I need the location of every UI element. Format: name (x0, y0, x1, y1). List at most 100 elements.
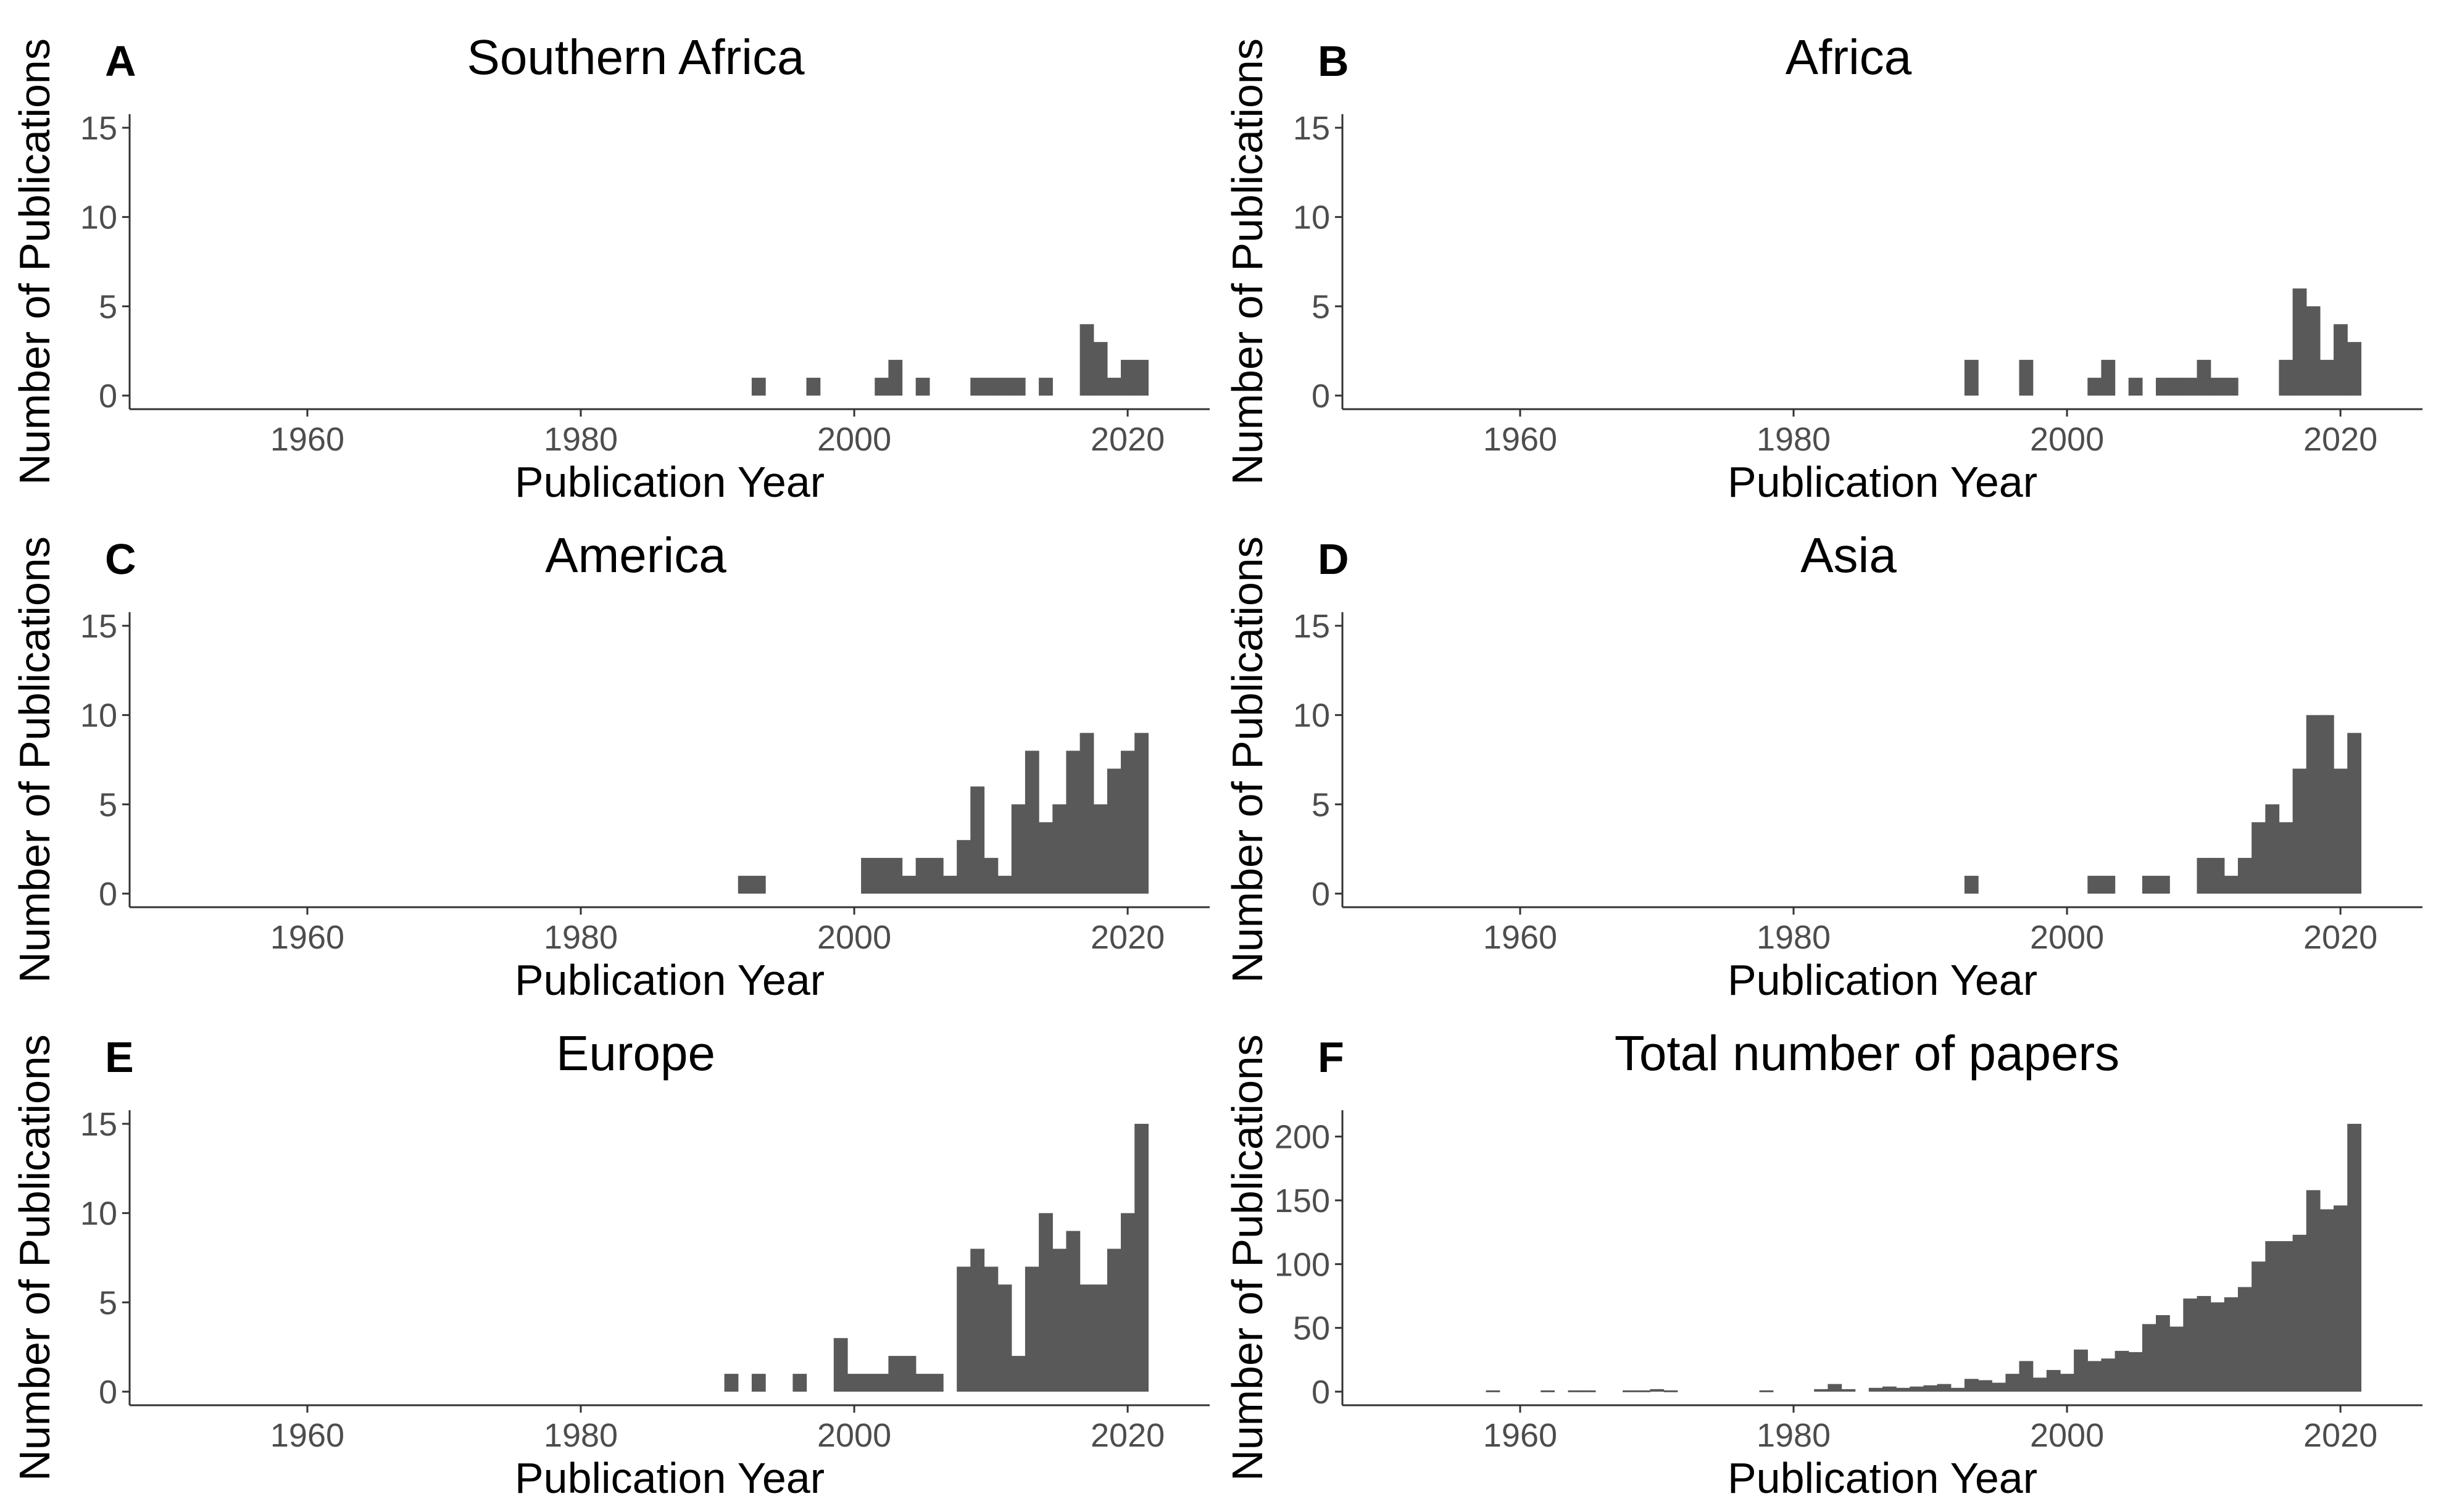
bar-2018 (2306, 715, 2321, 894)
y-tick-label: 0 (99, 876, 117, 913)
y-axis-title: Number of Publications (1223, 536, 1271, 983)
bar-1965 (1581, 1390, 1596, 1392)
x-tick-label: 1960 (270, 421, 344, 458)
bar-2007 (943, 876, 957, 894)
bar-2009 (970, 378, 985, 396)
y-tick-label: 5 (99, 1284, 117, 1321)
x-axis-title: Publication Year (1728, 956, 2037, 1004)
bar-2015 (2265, 1241, 2280, 1392)
bar-2016 (2279, 360, 2293, 396)
bar-1958 (1486, 1390, 1500, 1392)
bar-2020 (2334, 324, 2348, 396)
bar-2008 (2169, 1326, 2184, 1392)
y-tick-label: 10 (1293, 199, 1330, 236)
bar-2006 (2142, 1324, 2156, 1392)
y-axis-title: Number of Publications (10, 536, 59, 983)
bar-2003 (2101, 1358, 2116, 1392)
panel-title: Southern Africa (467, 30, 805, 85)
bar-2005 (915, 858, 930, 894)
y-tick-label: 150 (1275, 1182, 1330, 1219)
bar-2004 (2115, 1350, 2129, 1392)
bar-2009 (970, 786, 985, 894)
x-tick-label: 2020 (1091, 421, 1165, 458)
bar-2019 (2319, 715, 2334, 894)
bar-2011 (2210, 1302, 2225, 1392)
bar-2009 (2183, 1298, 2198, 1392)
bar-2020 (2334, 768, 2348, 894)
bar-2003 (888, 858, 903, 894)
bar-2020 (1121, 1213, 1135, 1392)
bar-2016 (1066, 750, 1081, 894)
bar-1984 (1841, 1389, 1856, 1392)
bar-2015 (1052, 1248, 1067, 1392)
bar-2003 (2101, 360, 2116, 396)
bar-2017 (1079, 324, 1094, 396)
bar-1982 (1814, 1389, 1828, 1392)
panel-f: F Total number of papers 0 50 100 150 200 1960 1… (1223, 1026, 2422, 1502)
bar-2007 (2156, 378, 2170, 396)
bar-1997 (806, 378, 821, 396)
panel-title: Europe (556, 1026, 715, 1081)
bar-1993 (1964, 876, 1979, 894)
bar-2005 (915, 1374, 930, 1392)
x-tick-label: 2000 (2030, 919, 2104, 956)
x-tick-label: 1960 (1483, 919, 1557, 956)
y-tick-label: 5 (99, 786, 117, 823)
bar-1983 (1828, 1384, 1842, 1392)
bar-2019 (1107, 378, 1121, 396)
bar-2014 (1039, 378, 1053, 396)
y-tick-label: 15 (80, 1106, 117, 1143)
panel-title: Asia (1800, 528, 1897, 583)
bar-1994 (1978, 1380, 1992, 1392)
bar-1990 (1923, 1385, 1938, 1392)
x-axis-title: Publication Year (515, 458, 825, 506)
panel-letter: C (105, 535, 136, 583)
bar-1992 (1950, 1387, 1965, 1392)
bars (1486, 1124, 2361, 1392)
bar-1971 (1663, 1390, 1678, 1392)
bar-1993 (751, 378, 766, 396)
bar-1996 (792, 1374, 807, 1392)
bar-1999 (2046, 1369, 2061, 1392)
bar-2017 (1079, 1284, 1094, 1392)
bar-2011 (997, 1284, 1012, 1392)
panel-letter: E (105, 1033, 134, 1081)
bar-2002 (875, 858, 889, 894)
bar-2003 (888, 360, 903, 396)
bar-2003 (2101, 876, 2116, 894)
bar-2015 (1052, 804, 1067, 894)
bar-2002 (875, 378, 889, 396)
bar-2002 (2087, 1361, 2102, 1392)
y-tick-label: 5 (99, 288, 117, 325)
bar-1991 (724, 1374, 739, 1392)
bar-1993 (1964, 1379, 1979, 1392)
y-tick-label: 200 (1275, 1119, 1330, 1156)
bar-2020 (2334, 1205, 2348, 1392)
bar-2013 (2237, 858, 2252, 894)
bar-2008 (2169, 378, 2184, 396)
y-tick-label: 10 (1293, 697, 1330, 734)
bar-1996 (2005, 1374, 2020, 1392)
bar-2007 (2156, 876, 2170, 894)
bar-2019 (2319, 360, 2334, 396)
x-tick-label: 2000 (2030, 1417, 2104, 1454)
bar-1993 (751, 1374, 766, 1392)
x-axis-title: Publication Year (1728, 1454, 2037, 1502)
bars (751, 324, 1149, 396)
bar-2020 (1121, 750, 1135, 894)
x-tick-label: 1980 (544, 421, 618, 458)
bar-1969 (1636, 1390, 1651, 1392)
x-axis-title: Publication Year (515, 956, 825, 1004)
bar-2004 (902, 876, 917, 894)
bar-2010 (984, 378, 999, 396)
y-tick-label: 5 (1312, 288, 1330, 325)
bar-1999 (833, 1338, 848, 1392)
bar-1986 (1868, 1387, 1883, 1392)
bar-1978 (1759, 1390, 1774, 1392)
bar-2007 (2156, 1315, 2170, 1392)
bar-1993 (751, 876, 766, 894)
y-tick-label: 0 (99, 1374, 117, 1411)
bar-2011 (997, 876, 1012, 894)
panel-d: D Asia 0 5 10 15 1960 1980 2000 2020 Publication Y… (1223, 528, 2422, 1004)
bar-2006 (2142, 876, 2156, 894)
